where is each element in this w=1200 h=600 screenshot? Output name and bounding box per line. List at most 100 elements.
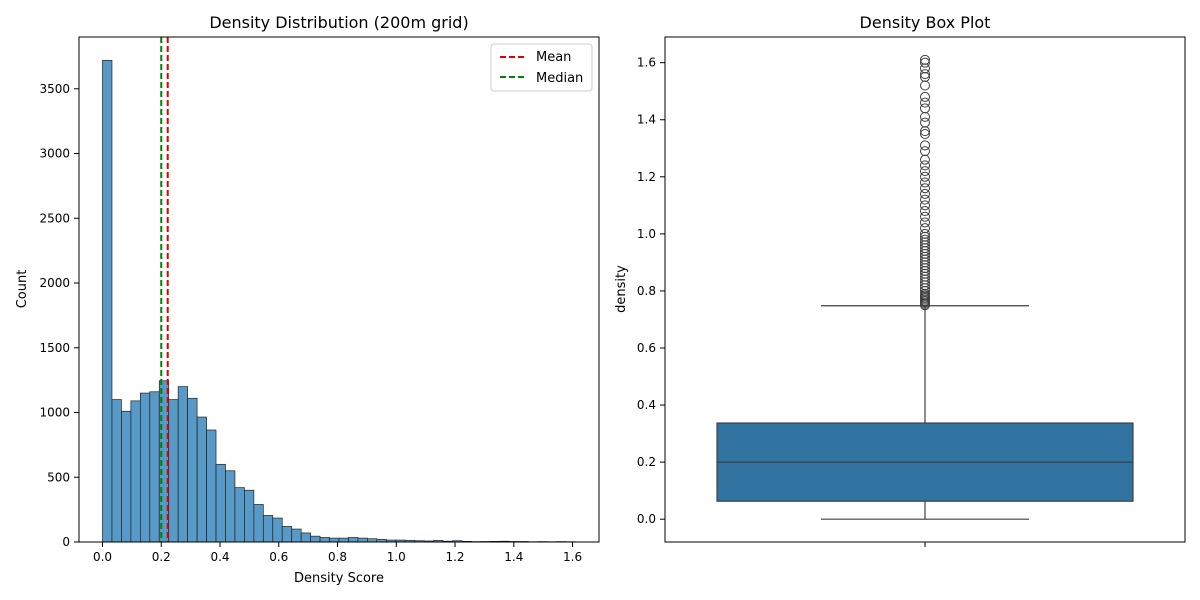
histogram-axes-frame: [78, 36, 600, 543]
histogram-bar: [215, 463, 226, 543]
outlier-point: [920, 146, 930, 157]
outlier-point: [920, 140, 930, 151]
y-tick-label: 0.2: [637, 455, 656, 469]
histogram-bar: [348, 537, 359, 543]
y-tick-label: 0.8: [637, 284, 656, 298]
histogram-x-ticks: 0.0 0.2 0.4 0.6 0.8 1.0 1.2 1.4 1.6: [93, 542, 582, 564]
outlier-point: [920, 206, 930, 217]
y-tick-label: 500: [47, 470, 70, 484]
histogram-bar: [111, 399, 122, 543]
y-tick-label: 0.0: [637, 512, 656, 526]
outlier-point: [920, 69, 930, 80]
histogram-bar: [310, 535, 321, 543]
histogram-bar: [272, 517, 283, 543]
x-tick-label: 1.2: [445, 550, 464, 564]
outlier-point: [920, 154, 930, 165]
outlier-point: [920, 177, 930, 188]
boxplot-title: Density Box Plot: [860, 13, 991, 32]
boxplot-outliers: [920, 54, 930, 311]
histogram-legend: Mean Median: [490, 43, 593, 92]
outlier-point: [920, 111, 930, 122]
outlier-point: [920, 103, 930, 114]
x-tick-label: 1.0: [387, 550, 406, 564]
outlier-point: [920, 194, 930, 205]
outlier-point: [920, 117, 930, 128]
histogram-bar: [187, 397, 198, 543]
histogram-bar: [102, 59, 113, 543]
y-tick-label: 2500: [39, 211, 70, 225]
histogram-bar: [319, 537, 330, 543]
histogram-bar: [244, 489, 255, 543]
y-tick-label: 1.2: [637, 170, 656, 184]
histogram-bar: [139, 392, 151, 543]
histogram-bar: [225, 470, 236, 543]
histogram-bar: [196, 416, 207, 543]
outlier-point: [920, 228, 930, 239]
boxplot-body: [716, 305, 1134, 520]
boxplot-y-axis-label: density: [614, 265, 629, 313]
outlier-point: [920, 200, 930, 211]
histogram-bar: [357, 537, 368, 543]
outlier-point: [920, 183, 930, 194]
histogram-x-axis-label: Density Score: [294, 571, 384, 586]
outlier-point: [920, 97, 930, 108]
y-tick-label: 3000: [39, 147, 70, 161]
histogram-panel: Density Distribution (200m grid) 0.0 0.2 0…: [15, 13, 600, 586]
outlier-point: [920, 171, 930, 182]
y-tick-label: 1.0: [637, 227, 656, 241]
x-tick-label: 0.8: [328, 550, 347, 564]
histogram-bar: [338, 537, 349, 543]
outlier-point: [920, 129, 930, 140]
outlier-point: [920, 166, 930, 177]
legend-box: [490, 43, 593, 92]
histogram-bar: [253, 504, 264, 543]
outlier-point: [920, 57, 930, 68]
x-tick-label: 1.4: [504, 550, 523, 564]
histogram-bar: [177, 386, 188, 543]
y-tick-label: 1000: [39, 406, 70, 420]
y-tick-label: 1500: [39, 341, 70, 355]
y-tick-label: 0.4: [637, 398, 656, 412]
histogram-bar: [262, 515, 274, 543]
legend-mean-label: Mean: [536, 50, 571, 65]
histogram-y-ticks: 0 500 1000 1500 2000 2500 3000 3500: [39, 82, 79, 549]
outlier-point: [920, 80, 930, 91]
y-tick-label: 0: [62, 535, 70, 549]
histogram-bar: [329, 537, 340, 543]
histogram-reference-lines: [160, 37, 169, 542]
histogram-bar: [121, 410, 132, 543]
histogram-title: Density Distribution (200m grid): [209, 13, 468, 32]
outlier-point: [920, 160, 930, 171]
outlier-point: [920, 91, 930, 102]
histogram-bar: [130, 400, 141, 543]
y-tick-label: 1.6: [637, 56, 656, 70]
histogram-bar: [281, 526, 293, 543]
histogram-bar: [291, 528, 302, 543]
histogram-bars: [102, 59, 576, 543]
histogram-bar: [234, 487, 245, 543]
x-tick-label: 0.0: [93, 550, 112, 564]
outlier-point: [920, 54, 930, 65]
histogram-bar: [149, 391, 160, 543]
x-tick-label: 1.6: [563, 550, 582, 564]
histogram-y-axis-label: Count: [15, 270, 30, 309]
boxplot-y-ticks: 0.0 0.2 0.4 0.6 0.8 1.0 1.2 1.4 1.6: [637, 56, 665, 526]
histogram-bar: [168, 399, 179, 543]
histogram-bar: [300, 532, 311, 543]
histogram-bar: [206, 429, 217, 543]
outlier-point: [920, 217, 930, 228]
outlier-point: [920, 188, 930, 199]
x-tick-label: 0.4: [210, 550, 229, 564]
legend-median-label: Median: [536, 71, 583, 86]
x-tick-label: 0.2: [152, 550, 171, 564]
boxplot-panel: Density Box Plot 0.0 0.2 0.4 0.6 0.8 1.0 1.2 1.…: [614, 13, 1186, 547]
x-tick-label: 0.6: [269, 550, 288, 564]
y-tick-label: 0.6: [637, 341, 656, 355]
y-tick-label: 2000: [39, 276, 70, 290]
y-tick-label: 1.4: [637, 113, 656, 127]
y-tick-label: 3500: [39, 82, 70, 96]
outlier-point: [920, 223, 930, 234]
outlier-point: [920, 211, 930, 222]
outlier-point: [920, 234, 930, 245]
